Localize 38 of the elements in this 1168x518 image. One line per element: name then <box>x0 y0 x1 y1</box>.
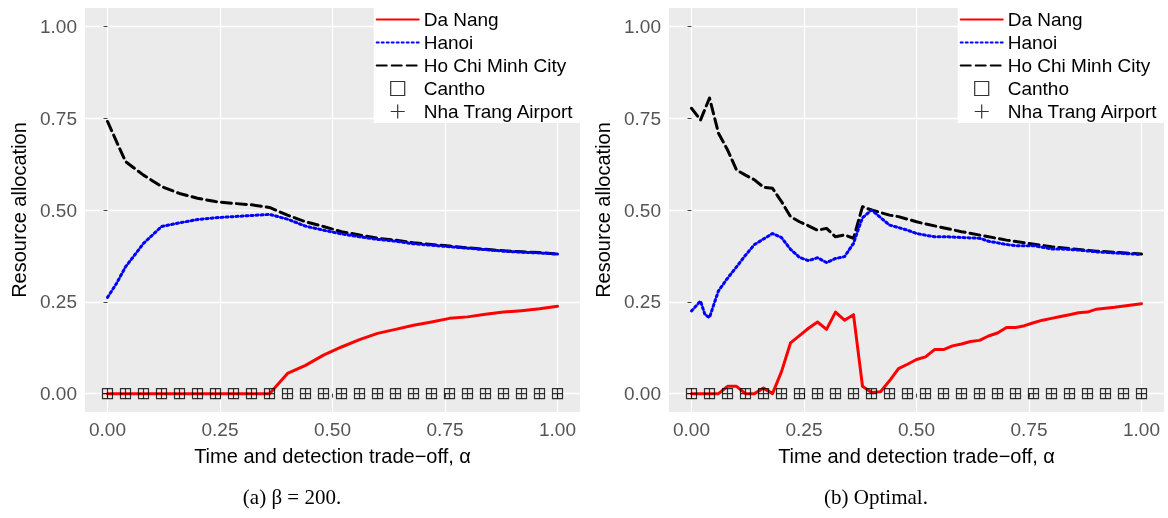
text: (a) β = 200. <box>242 484 342 509</box>
x-tick-label: 0.00 <box>89 419 126 440</box>
legend-label: Hanoi <box>423 32 474 53</box>
y-axis-title: Resource allocation <box>8 122 31 298</box>
legend-label: Nha Trang Airport <box>423 101 574 122</box>
y-tick-label: 0.50 <box>40 199 77 221</box>
y-tick-label: 0.00 <box>624 383 661 405</box>
y-tick-label: 0.75 <box>624 107 661 129</box>
line-series <box>106 212 559 299</box>
x-axis-title: Time and detection trade−off, α <box>194 445 471 467</box>
x-axis-title: Time and detection trade−off, α <box>778 445 1055 467</box>
y-tick-label: 0.50 <box>624 199 661 221</box>
legend-label: Hanoi <box>1007 32 1058 53</box>
x-tick-label: 0.75 <box>1010 419 1048 440</box>
text: (b) Optimal. <box>824 484 928 509</box>
legend-label: Da Nang <box>423 9 499 30</box>
legend-label: Ho Chi Minh City <box>423 55 567 76</box>
x-tick-label: 0.25 <box>201 419 239 440</box>
y-tick-label: 0.25 <box>624 291 661 313</box>
legend-label: Ho Chi Minh City <box>1007 55 1151 76</box>
y-tick-label: 1.00 <box>624 15 661 37</box>
x-tick-label: 0.75 <box>426 419 464 440</box>
y-axis-title: Resource allocation <box>592 122 615 298</box>
legend-label: Cantho <box>1007 78 1069 99</box>
y-tick-label: 1.00 <box>40 15 77 37</box>
y-tick-label: 0.25 <box>40 291 77 313</box>
x-tick-label: 0.25 <box>785 419 823 440</box>
line-series <box>690 208 1143 320</box>
legend-label: Nha Trang Airport <box>1007 101 1158 122</box>
legend-label: Da Nang <box>1007 9 1083 30</box>
x-tick-label: 1.00 <box>1123 419 1160 440</box>
legend-label: Cantho <box>423 78 485 99</box>
x-tick-label: 0.50 <box>898 419 935 440</box>
x-tick-label: 0.00 <box>673 419 710 440</box>
x-tick-label: 0.50 <box>314 419 351 440</box>
y-tick-label: 0.00 <box>40 383 77 405</box>
x-tick-label: 1.00 <box>539 419 576 440</box>
y-tick-label: 0.75 <box>40 107 77 129</box>
